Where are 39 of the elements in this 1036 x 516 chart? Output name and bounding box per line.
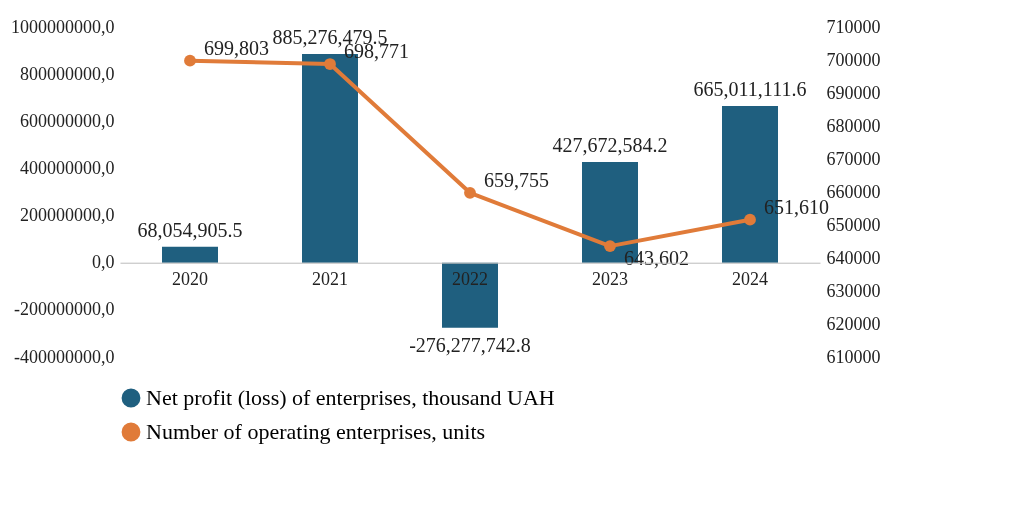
x-tick-label: 2022 — [452, 269, 488, 290]
y-tick-label: 0,0 — [92, 252, 115, 273]
y-tick-label: -200000000,0 — [14, 299, 115, 320]
legend-label: Number of operating enterprises, units — [146, 419, 486, 444]
y-tick-label: -400000000,0 — [14, 346, 115, 367]
point — [324, 58, 336, 70]
x-tick-label: 2020 — [172, 269, 208, 290]
y-tick-label: 400000000,0 — [20, 157, 115, 178]
y2-tick-label: 690000 — [826, 82, 881, 103]
data-label: 665,011,111.6 — [693, 77, 807, 100]
y2-tick-label: 700000 — [826, 49, 881, 70]
y2-tick-label: 640000 — [826, 247, 881, 268]
y2-tick-label: 620000 — [826, 313, 881, 334]
y2-tick-label: 610000 — [826, 346, 881, 367]
bar — [162, 246, 218, 263]
y2-tick-label: 660000 — [826, 181, 881, 202]
x-tick-label: 2023 — [592, 269, 628, 290]
y2-tick-label: 630000 — [826, 280, 881, 301]
legend-label: Net profit (loss) of enterprises, thousand UAH — [146, 385, 555, 410]
data-label: 659,755 — [484, 168, 549, 191]
bar — [442, 262, 498, 328]
y-tick-label: 200000000,0 — [20, 205, 115, 226]
x-tick-label: 2021 — [312, 269, 348, 290]
y2-tick-label: 680000 — [826, 115, 881, 136]
point — [464, 186, 476, 199]
y2-tick-label: 670000 — [826, 148, 881, 169]
point — [184, 54, 196, 67]
data-label: -276,277,742.8 — [409, 333, 531, 356]
data-label: 699,803 — [204, 36, 269, 59]
point — [604, 240, 616, 253]
y-tick-label: 600000000,0 — [20, 110, 115, 131]
point — [744, 213, 756, 226]
data-label: 427,672,584.2 — [552, 133, 668, 156]
y-tick-label: 1000000000,0 — [11, 16, 115, 37]
y-tick-label: 800000000,0 — [20, 63, 115, 84]
y2-tick-label: 650000 — [826, 214, 881, 235]
data-label: 68,054,905.5 — [137, 218, 243, 241]
y2-tick-label: 710000 — [826, 16, 881, 37]
x-tick-label: 2024 — [732, 269, 768, 290]
